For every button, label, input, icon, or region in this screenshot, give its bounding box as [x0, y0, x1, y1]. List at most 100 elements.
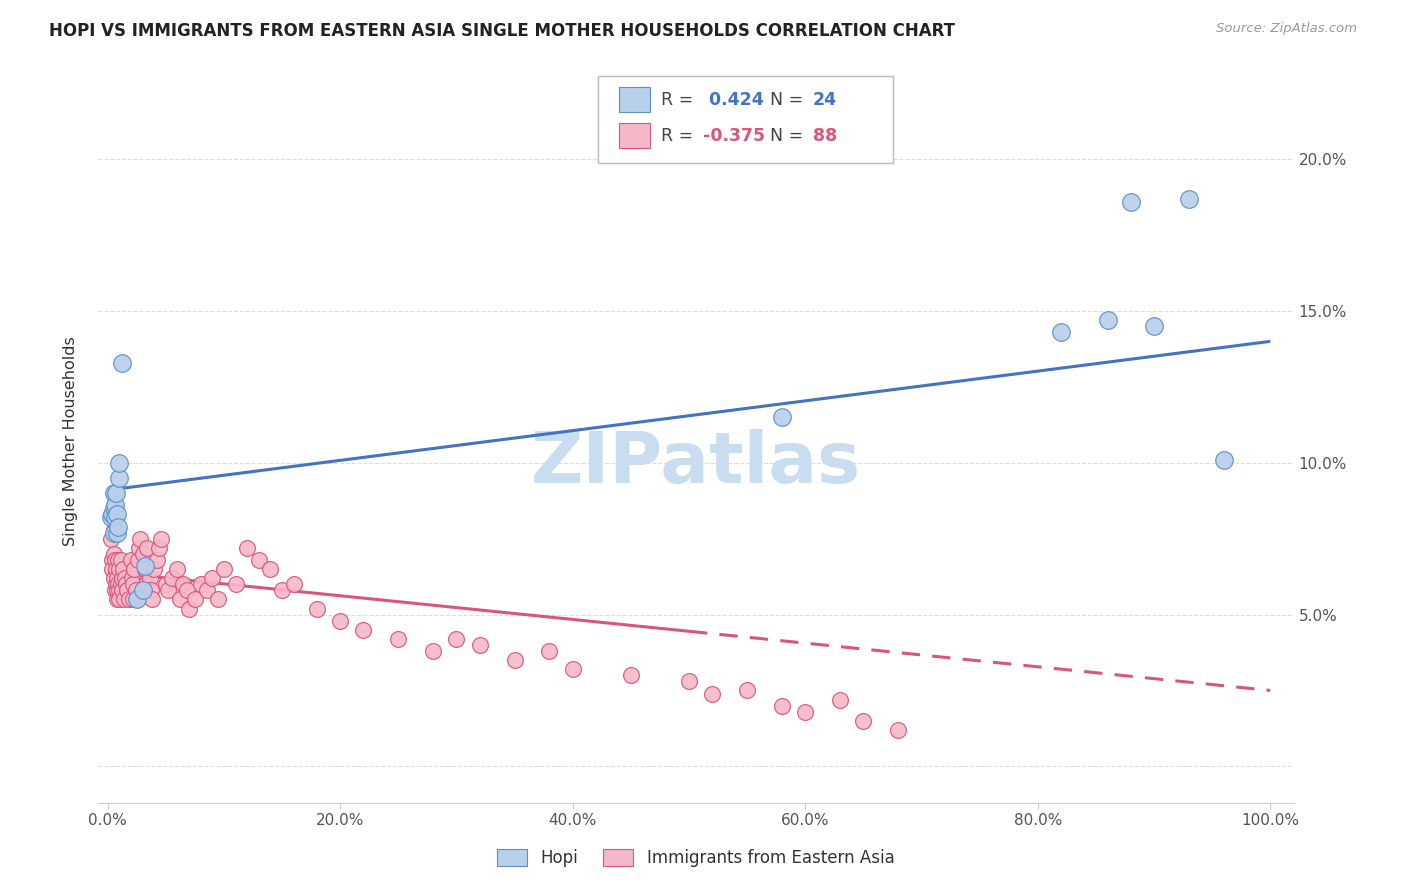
Point: [104, 498, 127, 512]
Point: [141, 592, 163, 607]
Point: [148, 541, 170, 555]
Point: [103, 523, 125, 537]
Point: [387, 632, 409, 646]
Point: [120, 553, 142, 567]
Point: [101, 508, 124, 522]
Point: [139, 583, 162, 598]
Text: ZIPatlas: ZIPatlas: [531, 429, 860, 498]
Point: [207, 592, 229, 607]
Point: [101, 562, 124, 576]
Point: [100, 532, 122, 546]
Point: [195, 583, 218, 598]
Point: [770, 410, 793, 425]
Point: [105, 583, 128, 598]
Point: [155, 577, 177, 591]
Point: [135, 577, 157, 591]
Point: [103, 486, 125, 500]
Point: [271, 583, 294, 598]
Point: [108, 562, 131, 576]
Point: [103, 501, 125, 516]
Point: [620, 668, 643, 682]
Point: [104, 510, 127, 524]
Point: [127, 553, 149, 567]
Point: [1097, 313, 1119, 327]
Point: [259, 562, 281, 576]
Point: [108, 471, 131, 485]
Point: [852, 714, 875, 728]
Point: [166, 562, 188, 576]
Point: [111, 583, 134, 598]
Point: [678, 674, 700, 689]
Text: 24: 24: [813, 91, 837, 109]
Point: [702, 686, 724, 700]
Point: [172, 577, 194, 591]
Text: 88: 88: [813, 127, 837, 145]
Point: [1119, 194, 1142, 209]
Point: [212, 562, 235, 576]
Text: HOPI VS IMMIGRANTS FROM EASTERN ASIA SINGLE MOTHER HOUSEHOLDS CORRELATION CHART: HOPI VS IMMIGRANTS FROM EASTERN ASIA SIN…: [49, 22, 955, 40]
Point: [830, 692, 852, 706]
Point: [122, 592, 145, 607]
Point: [103, 525, 125, 540]
Point: [353, 623, 375, 637]
Point: [122, 577, 145, 591]
Point: [111, 356, 134, 370]
Point: [104, 562, 127, 576]
Point: [283, 577, 305, 591]
Point: [160, 571, 183, 585]
Point: [422, 644, 444, 658]
Point: [111, 571, 134, 585]
Point: [131, 583, 153, 598]
Point: [111, 562, 134, 576]
Point: [468, 638, 491, 652]
Point: [101, 553, 124, 567]
Point: [150, 532, 173, 546]
Point: [561, 662, 583, 676]
Text: N =: N =: [759, 91, 808, 109]
Point: [129, 532, 152, 546]
Point: [1050, 325, 1073, 339]
Point: [503, 653, 526, 667]
Point: [176, 583, 198, 598]
Point: [100, 510, 122, 524]
Point: [329, 614, 352, 628]
Legend: Hopi, Immigrants from Eastern Asia: Hopi, Immigrants from Eastern Asia: [491, 842, 901, 874]
Text: R =: R =: [661, 91, 699, 109]
Point: [770, 698, 793, 713]
Point: [108, 583, 131, 598]
Point: [143, 562, 166, 576]
Point: [110, 577, 132, 591]
Text: 0.424: 0.424: [703, 91, 763, 109]
Point: [105, 508, 128, 522]
Point: [887, 723, 910, 737]
Text: R =: R =: [661, 127, 699, 145]
Point: [104, 553, 127, 567]
Point: [145, 553, 167, 567]
Point: [107, 519, 129, 533]
Point: [107, 553, 129, 567]
Point: [124, 562, 146, 576]
Point: [136, 541, 159, 555]
Point: [121, 571, 143, 585]
Point: [794, 705, 817, 719]
Point: [190, 577, 212, 591]
Point: [134, 562, 156, 576]
Point: [124, 583, 146, 598]
Point: [225, 577, 247, 591]
Point: [104, 486, 127, 500]
Point: [1178, 192, 1201, 206]
Point: [104, 583, 127, 598]
Point: [305, 601, 328, 615]
Point: [446, 632, 468, 646]
Point: [117, 583, 139, 598]
Point: [128, 541, 150, 555]
Point: [1212, 452, 1234, 467]
Point: [104, 577, 127, 591]
Point: [105, 571, 128, 585]
Point: [115, 577, 138, 591]
Point: [177, 601, 200, 615]
Text: N =: N =: [759, 127, 808, 145]
Point: [105, 592, 128, 607]
Point: [157, 583, 180, 598]
Point: [1143, 319, 1166, 334]
